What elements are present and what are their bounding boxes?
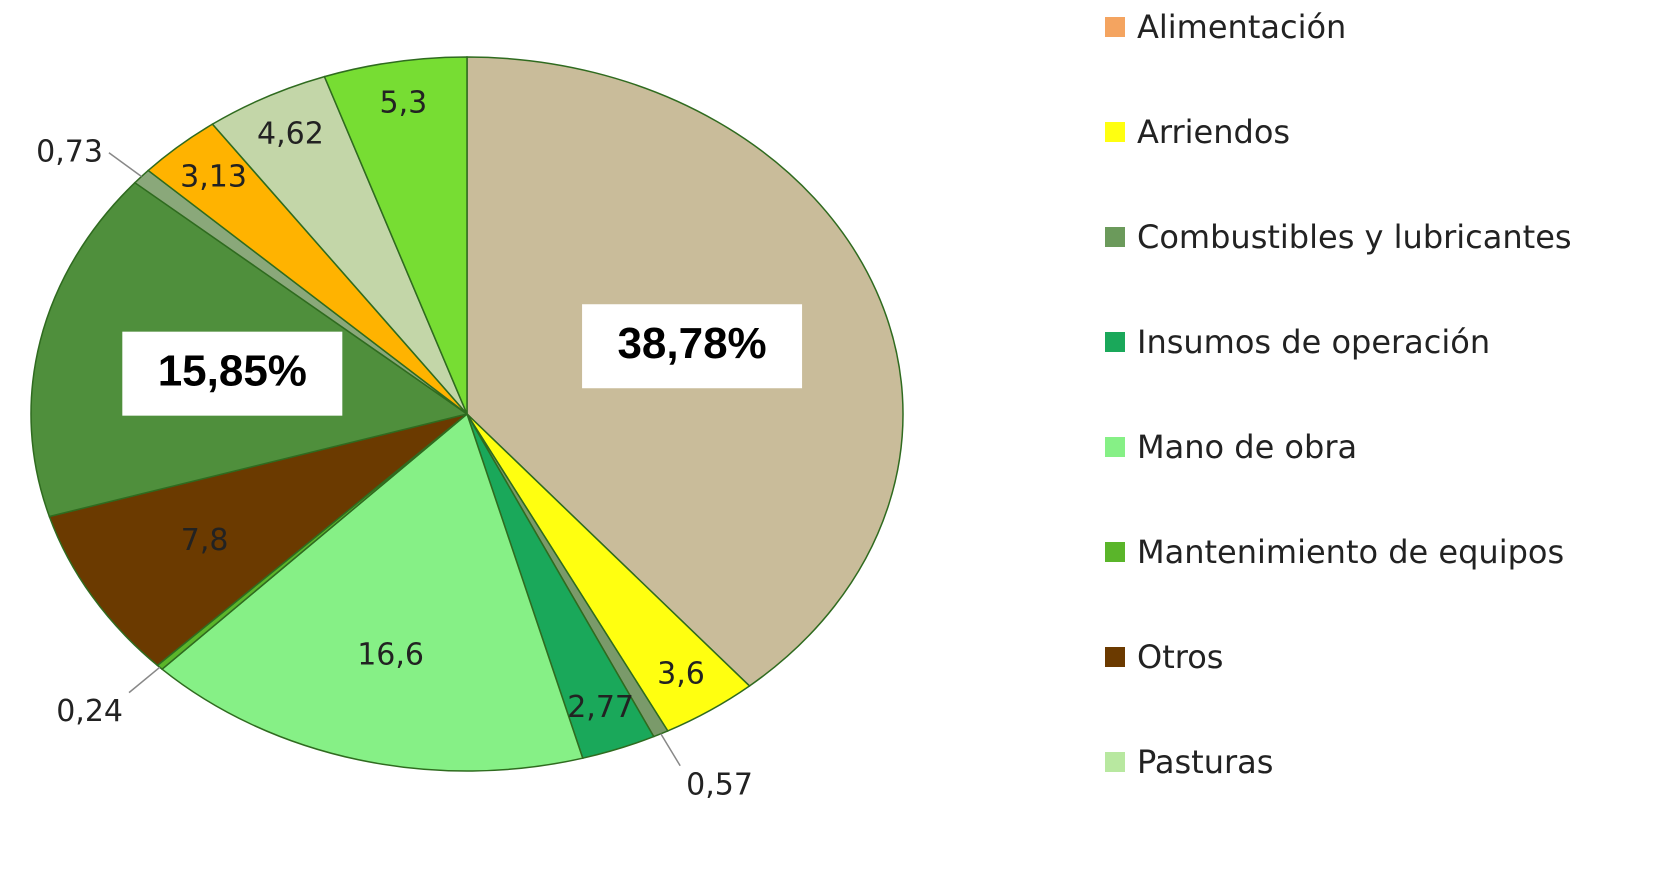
label-box	[122, 331, 343, 416]
data-label: 0,24	[56, 694, 123, 729]
chart: 38,78% 3,6 0,57 2,77 16,6 0,24 7,8 15,85% 0,73 3,…	[30, 56, 904, 802]
data-label: 16,6	[357, 637, 424, 672]
data-label: 5,3	[380, 86, 428, 121]
data-label: 15,85%	[158, 346, 307, 395]
legend-label: Pasturas	[1137, 743, 1274, 781]
data-label: 3,13	[180, 160, 247, 195]
leader-line	[108, 152, 142, 178]
legend-item: Combustibles y lubricantes	[1105, 218, 1572, 256]
legend-item: Mano de obra	[1105, 428, 1357, 466]
data-label: 2,77	[567, 690, 634, 725]
pie-slice	[160, 412, 584, 772]
leader-line	[660, 733, 681, 767]
legend-item: Insumos de operación	[1105, 323, 1490, 361]
data-label: 0,73	[36, 134, 103, 169]
legend-swatch	[1105, 437, 1125, 457]
legend-label: Otros	[1137, 638, 1224, 676]
legend-swatch	[1105, 122, 1125, 142]
legend-swatch	[1105, 332, 1125, 352]
data-label: 7,8	[181, 523, 229, 558]
data-label: 3,6	[657, 656, 705, 691]
legend-swatch	[1105, 227, 1125, 247]
data-label: 4,62	[257, 117, 324, 152]
leader-line	[128, 666, 161, 694]
legend-label: Arriendos	[1137, 113, 1291, 151]
data-label: 38,78%	[617, 319, 766, 368]
legend-label: Mantenimiento de equipos	[1137, 533, 1565, 571]
legend-label: Insumos de operación	[1137, 323, 1491, 361]
pie-slice	[48, 413, 468, 667]
legend-swatch	[1105, 542, 1125, 562]
legend-swatch	[1105, 17, 1125, 37]
legend-item: Otros	[1105, 638, 1223, 676]
legend-label: Mano de obra	[1137, 428, 1358, 466]
legend-item: Mantenimiento de equipos	[1105, 533, 1564, 571]
label-box	[582, 304, 803, 389]
data-label: 0,57	[686, 767, 753, 802]
legend-item: Alimentación	[1105, 8, 1346, 46]
legend-swatch	[1105, 647, 1125, 667]
pie-slice	[323, 56, 468, 415]
legend-swatch	[1105, 752, 1125, 772]
legend-item: Pasturas	[1105, 743, 1273, 781]
legend-label: Combustibles y lubricantes	[1137, 218, 1572, 256]
legend-item: Arriendos	[1105, 113, 1290, 151]
legend-label: Alimentación	[1137, 8, 1347, 46]
